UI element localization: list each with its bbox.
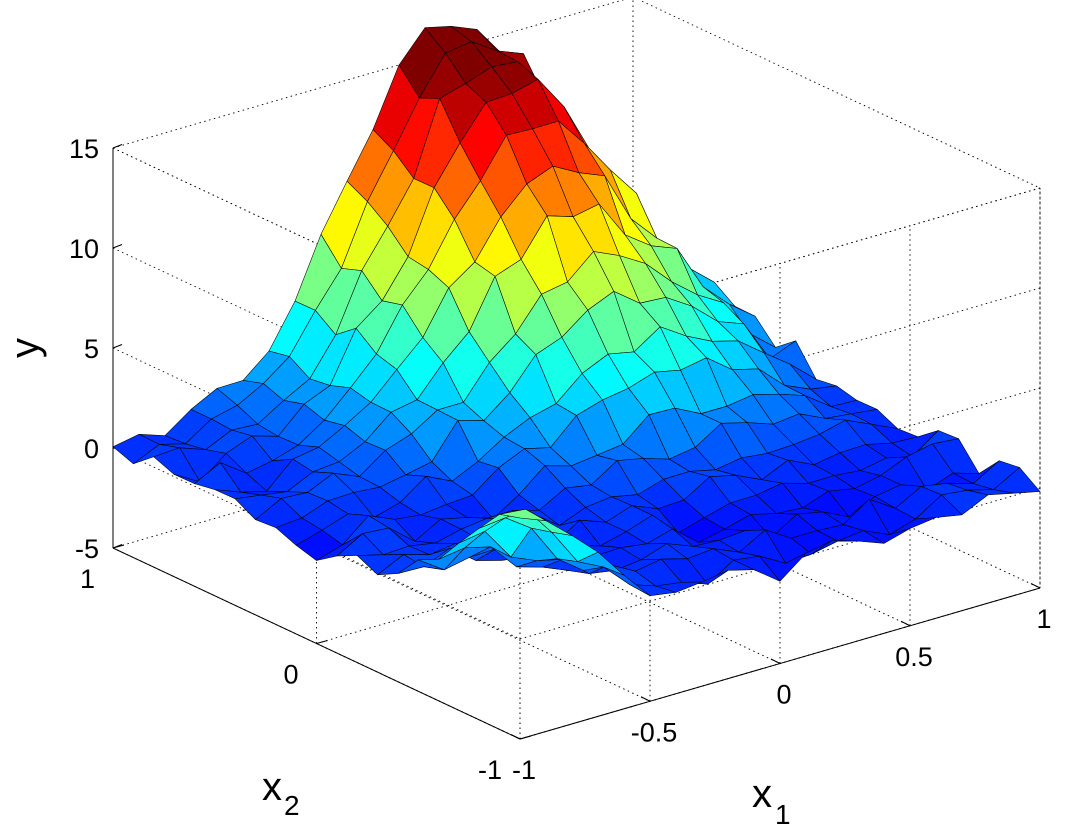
x1-tick-mark xyxy=(1030,583,1041,589)
x1-tick-label: 1 xyxy=(1036,604,1051,634)
surface-mesh xyxy=(112,26,1041,596)
box-edge xyxy=(112,0,625,149)
x1-tick-mark xyxy=(510,734,521,740)
z-tick-label: 0 xyxy=(84,434,99,464)
x2-tick-label: 0 xyxy=(283,660,298,690)
z-tick-label: -5 xyxy=(75,534,99,564)
svg-text:x: x xyxy=(262,765,282,809)
x1-axis-label: x 1 xyxy=(752,772,791,830)
x2-tick-mark xyxy=(316,640,328,644)
x2-tick-label: -1 xyxy=(478,755,502,785)
z-tick-label: 10 xyxy=(69,234,99,264)
z-tick-label: 5 xyxy=(84,334,99,364)
surface-facet xyxy=(499,508,547,521)
x1-tick-mark xyxy=(640,696,651,702)
z-axis-label: y xyxy=(3,338,47,358)
z-tick-mark xyxy=(112,144,123,149)
x1-tick-label: 0 xyxy=(776,680,791,710)
x1-tick-mark xyxy=(900,620,911,627)
x1-tick-label: -0.5 xyxy=(631,717,678,747)
x2-tick-label: 1 xyxy=(80,564,95,594)
svg-text:x: x xyxy=(752,772,772,816)
x2-axis-label: x 2 xyxy=(262,765,300,821)
x1-tick-label: -1 xyxy=(512,755,536,785)
axis-layer xyxy=(112,144,1041,740)
tick-labels: -5 0 5 10 15 -1 0 1 -1 -0.5 0 0.5 1 xyxy=(69,134,1052,785)
x2-tick-mark xyxy=(112,544,125,549)
z-tick-mark xyxy=(112,244,123,249)
x1-tick-label: 0.5 xyxy=(895,642,933,672)
x1-tick-mark xyxy=(770,658,781,664)
svg-text:2: 2 xyxy=(284,790,300,821)
z-tick-label: 15 xyxy=(69,134,99,164)
x2-tick-mark xyxy=(519,735,532,740)
z-tick-mark xyxy=(112,344,123,349)
svg-text:1: 1 xyxy=(775,799,791,830)
box-edge xyxy=(638,0,1041,189)
